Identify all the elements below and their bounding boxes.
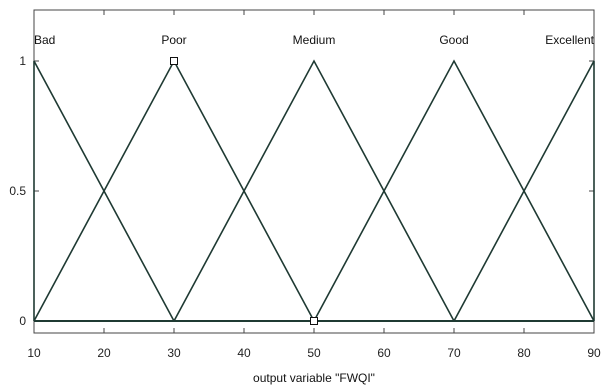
data-point-marker xyxy=(170,57,178,65)
mf-label-good: Good xyxy=(439,33,468,47)
mf-line-poor xyxy=(33,59,315,322)
plot-area-frame xyxy=(33,9,595,334)
x-tick-label: 80 xyxy=(517,346,531,360)
y-tick-label: 0.5 xyxy=(9,184,26,198)
x-tick-label: 30 xyxy=(167,346,181,360)
x-tick-label: 50 xyxy=(307,346,321,360)
x-axis-label: output variable "FWQI" xyxy=(253,371,375,385)
y-tick-label: 0 xyxy=(19,314,26,328)
y-tick-label: 1 xyxy=(19,54,26,68)
data-point-marker xyxy=(310,317,318,325)
mf-line-excellent xyxy=(453,60,595,322)
x-tick-label: 90 xyxy=(587,346,601,360)
axis-ticks: 10 20 30 40 50 60 70 80 90 0 0.5 1 xyxy=(9,10,601,360)
mf-labels: Bad Poor Medium Good Excellent xyxy=(34,33,595,47)
x-tick-label: 60 xyxy=(377,346,391,360)
mf-line-bad xyxy=(33,60,175,322)
series-lines xyxy=(33,59,595,322)
mf-line-medium xyxy=(173,59,455,322)
x-tick-label: 20 xyxy=(97,346,111,360)
x-tick-label: 40 xyxy=(237,346,251,360)
mf-label-excellent: Excellent xyxy=(545,33,594,47)
markers xyxy=(170,57,318,325)
mf-label-medium: Medium xyxy=(293,33,336,47)
x-tick-label: 70 xyxy=(447,346,461,360)
mf-label-poor: Poor xyxy=(161,33,186,47)
mf-line-good xyxy=(313,59,595,322)
x-tick-label: 10 xyxy=(27,346,41,360)
mf-label-bad: Bad xyxy=(34,33,55,47)
